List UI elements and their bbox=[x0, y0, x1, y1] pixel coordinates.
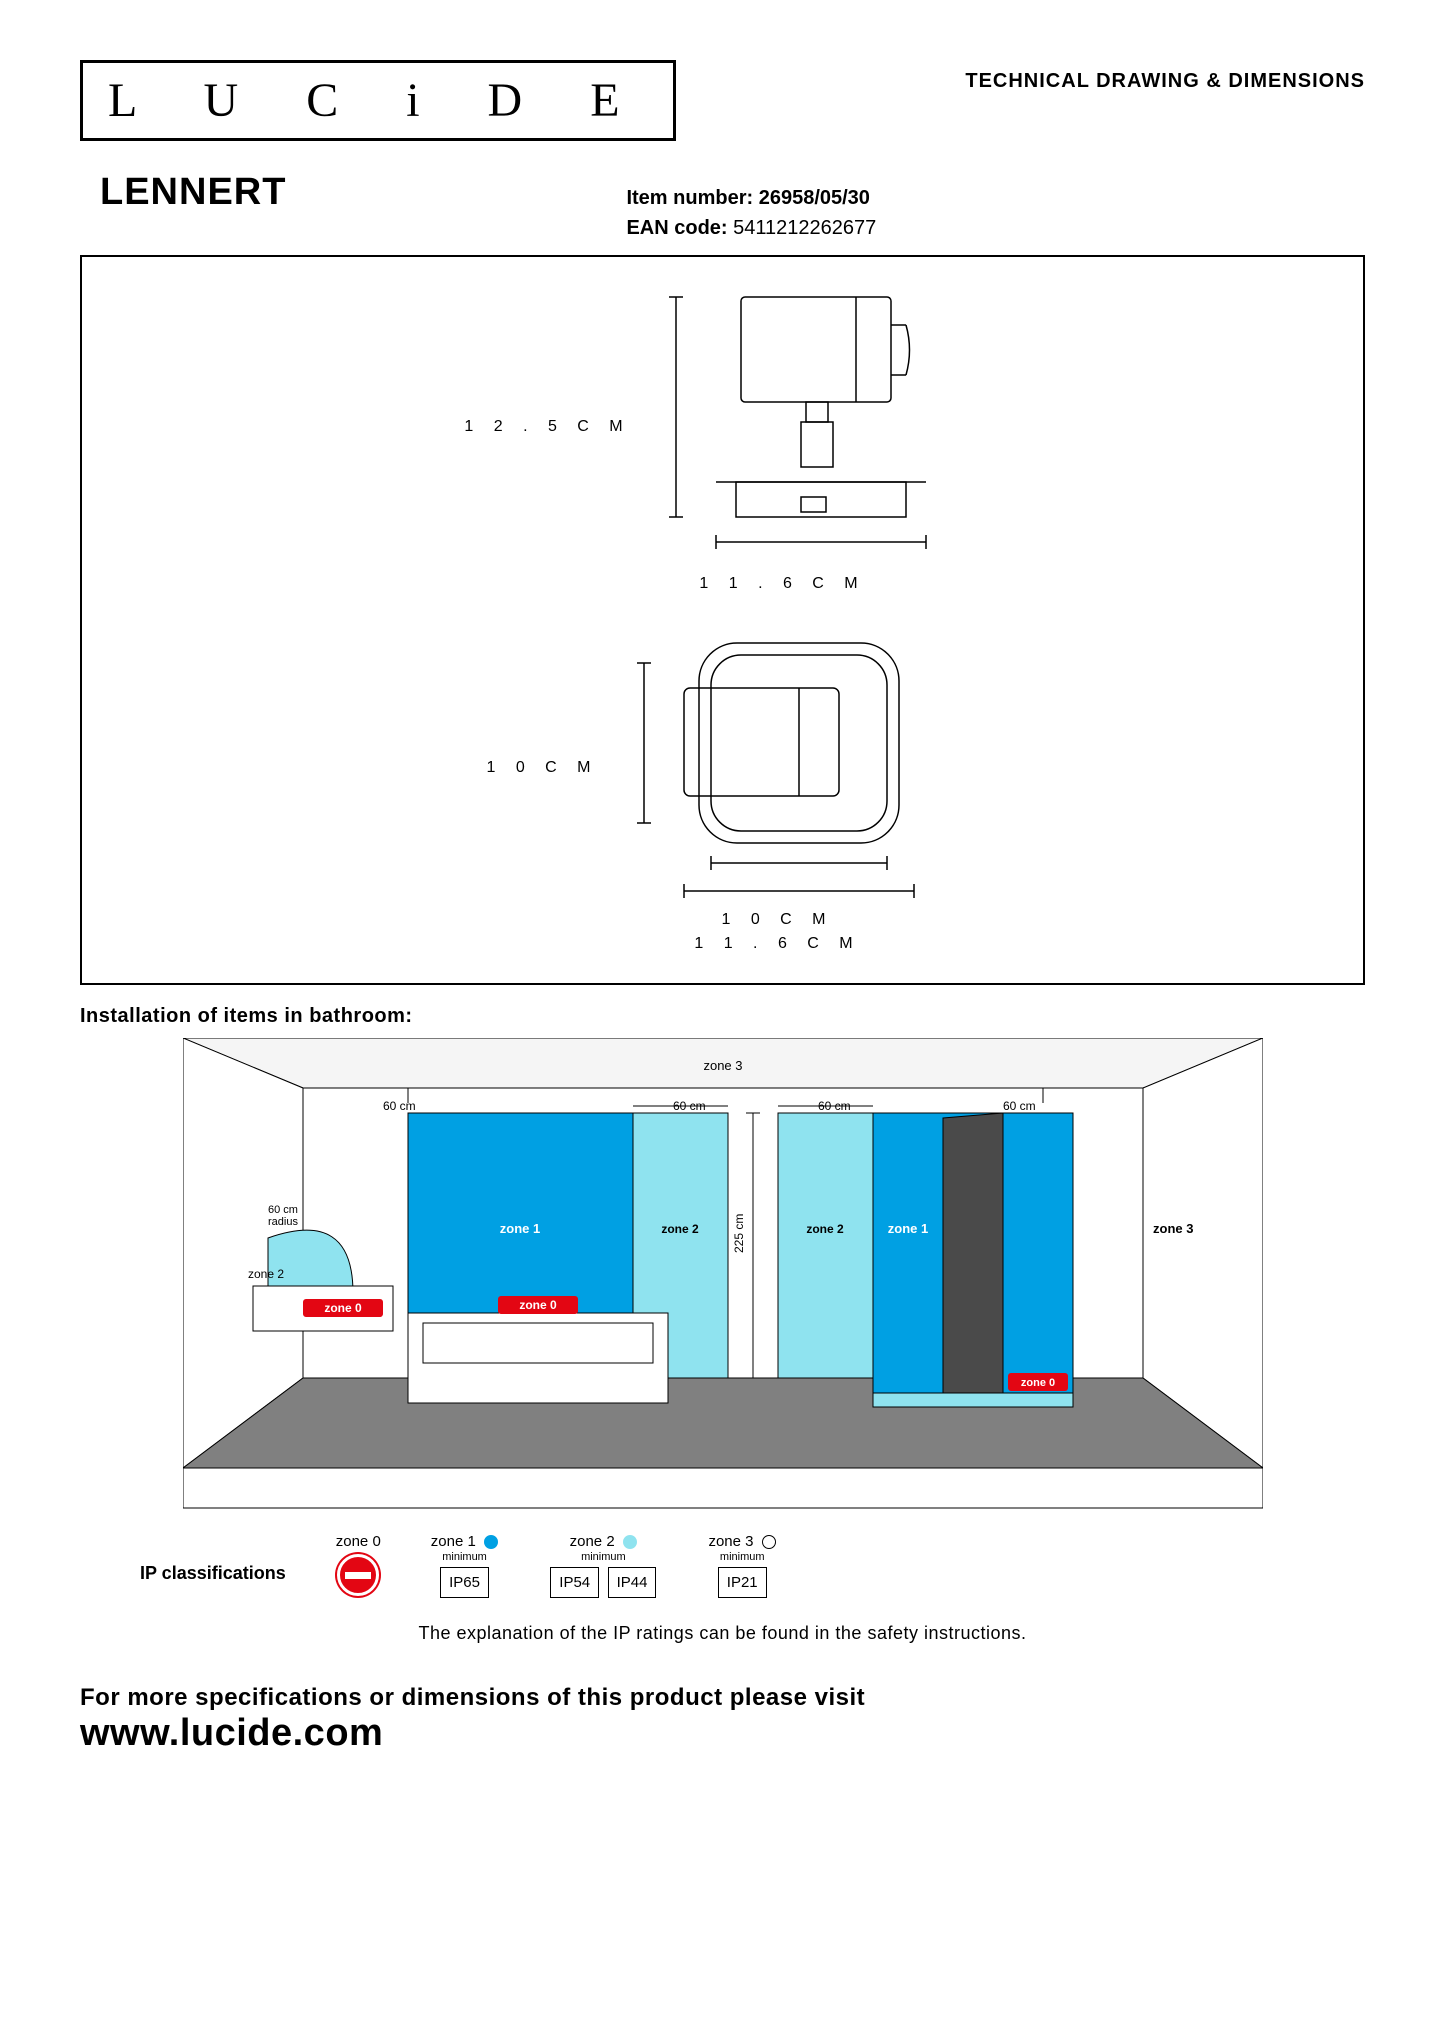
shower-partition bbox=[943, 1113, 1003, 1403]
product-codes: Item number: 26958/05/30 EAN code: 54112… bbox=[626, 183, 876, 243]
svg-text:zone 0: zone 0 bbox=[519, 1298, 557, 1312]
ip-zone2-badge1: IP54 bbox=[550, 1567, 599, 1598]
ip-zone0-label: zone 0 bbox=[336, 1533, 381, 1550]
ip-note: The explanation of the IP ratings can be… bbox=[80, 1623, 1365, 1644]
svg-text:225 cm: 225 cm bbox=[732, 1214, 746, 1253]
no-entry-icon bbox=[337, 1554, 379, 1596]
svg-text:zone 1: zone 1 bbox=[887, 1221, 927, 1236]
svg-text:zone 0: zone 0 bbox=[1020, 1377, 1054, 1389]
svg-text:radius: radius bbox=[268, 1216, 298, 1228]
svg-text:zone 1: zone 1 bbox=[499, 1221, 539, 1236]
ip-zone1-badge: IP65 bbox=[440, 1567, 489, 1598]
ip-zone2: zone 2 minimum IP54 IP44 bbox=[548, 1533, 658, 1598]
ip-zone3-label: zone 3 bbox=[708, 1533, 753, 1550]
dim-width-11-6-a: 1 1 . 6 C M bbox=[699, 575, 865, 592]
product-header: LENNERT Item number: 26958/05/30 EAN cod… bbox=[80, 171, 1365, 243]
svg-text:zone 2: zone 2 bbox=[806, 1222, 844, 1236]
ip-zone2-label: zone 2 bbox=[570, 1533, 615, 1550]
footer-url: www.lucide.com bbox=[80, 1712, 1365, 1755]
ip-zone3-dot bbox=[762, 1535, 776, 1549]
brand-logo: L U C i D E bbox=[80, 60, 676, 141]
installation-heading: Installation of items in bathroom: bbox=[80, 1005, 1365, 1028]
drawing-view-top: 1 0 C M bbox=[486, 633, 958, 953]
ean-value: 5411212262677 bbox=[733, 217, 876, 239]
svg-text:60 cm: 60 cm bbox=[383, 1099, 416, 1113]
bathroom-zones-svg: zone 3 zone 0 60 cm radius zone 2 zone 1… bbox=[183, 1038, 1263, 1518]
ip-zone3: zone 3 minimum IP21 bbox=[708, 1533, 776, 1598]
ip-zone0: zone 0 bbox=[336, 1533, 381, 1596]
document-title: TECHNICAL DRAWING & DIMENSIONS bbox=[965, 70, 1365, 93]
ip-zone2-dot bbox=[623, 1535, 637, 1549]
ip-zone1-min: minimum bbox=[431, 1551, 499, 1563]
brand-letters: L U C i D E bbox=[108, 73, 648, 128]
header: L U C i D E TECHNICAL DRAWING & DIMENSIO… bbox=[80, 60, 1365, 141]
dim-outer-11-6: 1 1 . 6 C M bbox=[596, 935, 958, 953]
ip-zone1-label: zone 1 bbox=[431, 1533, 476, 1550]
ip-zone2-min: minimum bbox=[548, 1551, 658, 1563]
item-number-label: Item number: bbox=[626, 187, 753, 209]
svg-text:zone 3: zone 3 bbox=[1153, 1221, 1193, 1236]
svg-text:zone 2: zone 2 bbox=[661, 1222, 699, 1236]
svg-text:60 cm: 60 cm bbox=[1003, 1099, 1036, 1113]
ip-zone1-dot bbox=[484, 1535, 498, 1549]
technical-drawing-frame: 1 2 . 5 C M bbox=[80, 255, 1365, 985]
item-number-value: 26958/05/30 bbox=[759, 187, 870, 209]
dim-inner-10: 1 0 C M bbox=[596, 911, 958, 929]
svg-text:zone 2: zone 2 bbox=[248, 1267, 284, 1281]
ean-label: EAN code: bbox=[626, 217, 727, 239]
product-name: LENNERT bbox=[100, 171, 286, 214]
dim-height-12-5: 1 2 . 5 C M bbox=[464, 418, 630, 436]
shower-zone2 bbox=[778, 1113, 873, 1378]
side-view-svg bbox=[661, 287, 981, 567]
svg-text:zone 0: zone 0 bbox=[324, 1301, 362, 1315]
top-view-svg bbox=[629, 633, 959, 903]
footer: For more specifications or dimensions of… bbox=[80, 1684, 1365, 1755]
ip-zone3-badge: IP21 bbox=[718, 1567, 767, 1598]
ip-zone1: zone 1 minimum IP65 bbox=[431, 1533, 499, 1598]
zone3-top-label: zone 3 bbox=[703, 1058, 742, 1073]
ip-zone2-badge2: IP44 bbox=[608, 1567, 657, 1598]
bathroom-zones-figure: zone 3 zone 0 60 cm radius zone 2 zone 1… bbox=[80, 1038, 1365, 1518]
ip-row-label: IP classifications bbox=[140, 1533, 286, 1584]
dim-height-10: 1 0 C M bbox=[486, 759, 598, 777]
footer-text: For more specifications or dimensions of… bbox=[80, 1684, 1365, 1712]
svg-text:60 cm: 60 cm bbox=[268, 1204, 298, 1216]
drawing-view-side: 1 2 . 5 C M bbox=[464, 287, 980, 593]
ip-classifications-row: IP classifications zone 0 zone 1 minimum… bbox=[80, 1533, 1365, 1598]
ip-zone3-min: minimum bbox=[708, 1551, 776, 1563]
